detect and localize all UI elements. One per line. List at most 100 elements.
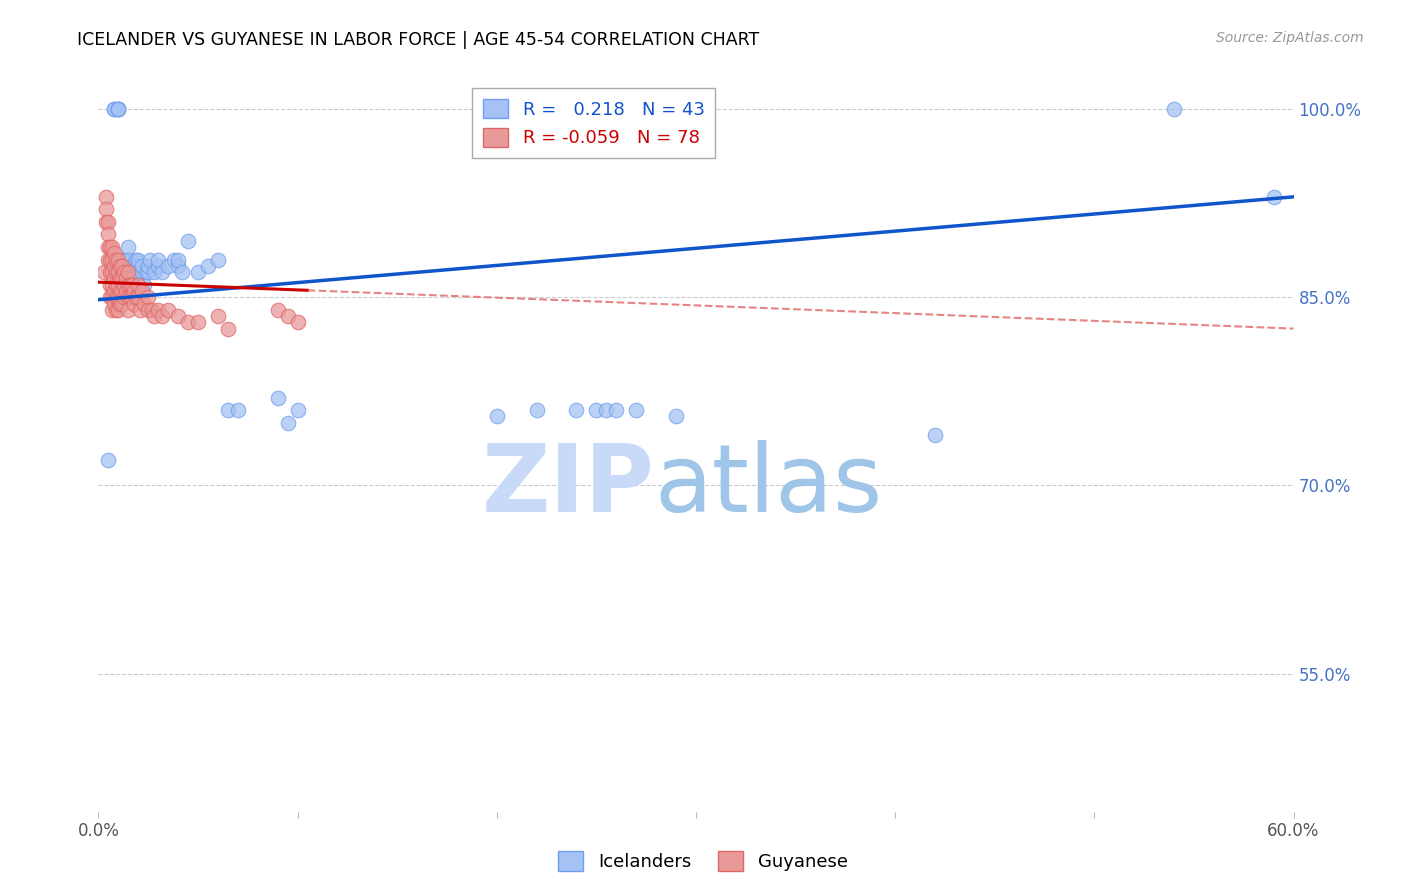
Text: ICELANDER VS GUYANESE IN LABOR FORCE | AGE 45-54 CORRELATION CHART: ICELANDER VS GUYANESE IN LABOR FORCE | A…: [77, 31, 759, 49]
Point: [96, 215, 118, 229]
Point: [197, 259, 219, 273]
Point: [595, 403, 617, 417]
Point: [150, 309, 173, 323]
Point: [121, 259, 143, 273]
Point: [98, 265, 122, 279]
Point: [117, 240, 139, 254]
Point: [105, 265, 128, 279]
Point: [103, 284, 125, 298]
Point: [120, 277, 142, 292]
Point: [167, 259, 190, 273]
Point: [143, 309, 166, 323]
Point: [103, 246, 125, 260]
Point: [111, 284, 134, 298]
Point: [177, 234, 200, 248]
Point: [121, 290, 143, 304]
Legend: R =   0.218   N = 43, R = -0.059   N = 78: R = 0.218 N = 43, R = -0.059 N = 78: [472, 87, 716, 158]
Point: [120, 265, 142, 279]
Point: [107, 302, 129, 317]
Point: [127, 277, 149, 292]
Point: [127, 252, 149, 267]
Point: [110, 284, 132, 298]
Point: [167, 309, 190, 323]
Point: [107, 277, 129, 292]
Point: [136, 265, 159, 279]
Text: Source: ZipAtlas.com: Source: ZipAtlas.com: [1216, 31, 1364, 45]
Point: [117, 302, 139, 317]
Point: [120, 290, 142, 304]
Point: [105, 290, 128, 304]
Point: [110, 271, 132, 285]
Point: [217, 321, 239, 335]
Point: [207, 309, 229, 323]
Point: [141, 302, 163, 317]
Point: [565, 403, 588, 417]
Point: [97, 215, 120, 229]
Point: [107, 265, 129, 279]
Point: [148, 252, 170, 267]
Point: [124, 296, 146, 310]
Point: [111, 252, 134, 267]
Text: atlas: atlas: [654, 440, 883, 532]
Point: [187, 265, 209, 279]
Point: [96, 202, 118, 217]
Point: [107, 102, 129, 116]
Point: [125, 252, 148, 267]
Point: [267, 302, 290, 317]
Point: [111, 259, 134, 273]
Point: [127, 290, 149, 304]
Point: [110, 296, 132, 310]
Point: [105, 302, 128, 317]
Point: [157, 302, 180, 317]
Point: [127, 259, 149, 273]
Point: [117, 259, 139, 273]
Point: [96, 190, 118, 204]
Point: [187, 315, 209, 329]
Point: [103, 102, 125, 116]
Point: [287, 403, 309, 417]
Point: [177, 315, 200, 329]
Point: [103, 271, 125, 285]
Point: [97, 240, 120, 254]
Point: [98, 290, 122, 304]
Point: [139, 252, 162, 267]
Point: [97, 252, 120, 267]
Point: [148, 259, 170, 273]
Point: [117, 265, 139, 279]
Point: [626, 403, 648, 417]
Point: [98, 252, 122, 267]
Point: [124, 265, 146, 279]
Point: [117, 265, 139, 279]
Point: [134, 296, 156, 310]
Point: [124, 284, 146, 298]
Point: [267, 391, 290, 405]
Point: [115, 284, 138, 298]
Legend: Icelanders, Guyanese: Icelanders, Guyanese: [551, 844, 855, 879]
Point: [98, 277, 122, 292]
Point: [111, 296, 134, 310]
Point: [112, 277, 135, 292]
Point: [112, 252, 135, 267]
Point: [129, 302, 152, 317]
Point: [665, 409, 688, 424]
Point: [93, 265, 115, 279]
Point: [101, 277, 124, 292]
Point: [107, 102, 129, 116]
Point: [110, 259, 132, 273]
Point: [117, 277, 139, 292]
Point: [107, 290, 129, 304]
Point: [287, 315, 309, 329]
Point: [143, 265, 166, 279]
Point: [217, 403, 239, 417]
Point: [136, 290, 159, 304]
Point: [103, 259, 125, 273]
Point: [117, 252, 139, 267]
Point: [157, 259, 180, 273]
Point: [277, 416, 299, 430]
Point: [163, 252, 186, 267]
Point: [107, 102, 129, 116]
Point: [101, 302, 124, 317]
Point: [124, 284, 146, 298]
Point: [101, 252, 124, 267]
Point: [112, 265, 135, 279]
